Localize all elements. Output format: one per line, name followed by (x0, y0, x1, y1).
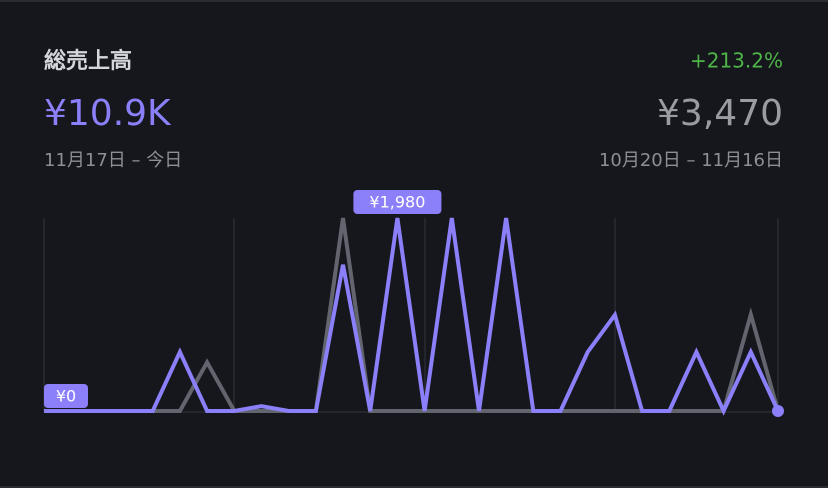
change-percent: +213.2% (690, 49, 783, 73)
value-label-box (44, 384, 88, 408)
current-period: 11月17日 – 今日 (44, 150, 182, 171)
value-label: ¥0 (56, 387, 76, 406)
line-series (44, 217, 780, 416)
previous-total: ¥3,470 (657, 93, 783, 134)
end-dot (772, 405, 784, 417)
chart-title: 総売上高 (44, 48, 132, 74)
value-label: ¥1,980 (369, 193, 425, 212)
previous-period: 10月20日 – 11月16日 (599, 150, 783, 171)
value-label-box (353, 190, 442, 214)
current-total: ¥10.9K (44, 93, 172, 134)
